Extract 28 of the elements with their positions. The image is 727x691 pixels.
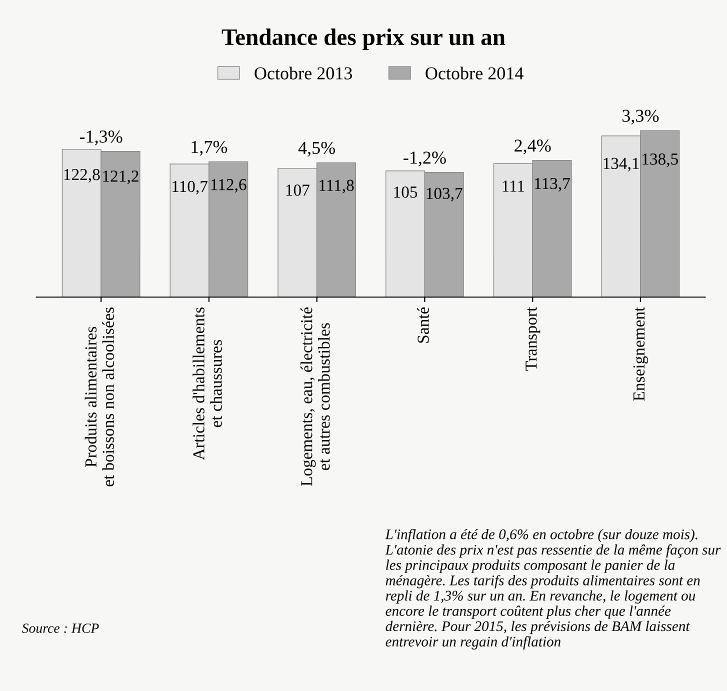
data-label: 134,1 bbox=[604, 158, 639, 172]
data-label: 138,5 bbox=[642, 153, 678, 168]
data-label: 103,7 bbox=[426, 188, 462, 202]
annotation: 1,7% bbox=[192, 140, 228, 156]
data-label: 110,7 bbox=[172, 180, 208, 195]
annotation: 3,3% bbox=[622, 110, 659, 124]
annotation: 4,5% bbox=[298, 142, 336, 157]
data-label: 111 bbox=[502, 180, 524, 192]
data-label: 111,8 bbox=[320, 180, 354, 194]
data-label: 105 bbox=[394, 186, 418, 198]
annotation: 2,4% bbox=[514, 140, 551, 154]
annotation: -1,2% bbox=[404, 152, 446, 166]
data-label: 107 bbox=[286, 184, 310, 196]
x-tick-label: Enseignement bbox=[633, 306, 648, 401]
legend-label: Octobre 2013 bbox=[254, 66, 352, 80]
x-tick-label: Produits alimentaires et boissons non alcoolisées bbox=[84, 307, 114, 486]
data-label: 122,8 bbox=[64, 168, 100, 183]
data-label: 112,6 bbox=[211, 179, 246, 193]
annotation: -1,3% bbox=[80, 130, 122, 146]
source-note: Source : HCP bbox=[22, 624, 99, 633]
x-tick-label: Articles d'habillements et chaussures bbox=[192, 307, 222, 460]
chart-title: Tendance des prix sur un an bbox=[222, 28, 506, 50]
x-tick-label: Transport bbox=[526, 306, 540, 371]
x-tick-label: Santé bbox=[417, 307, 429, 343]
legend-label: Octobre 2014 bbox=[426, 66, 524, 80]
data-label: 113,7 bbox=[535, 178, 570, 192]
text: L'inflation a été de 0,6% en octobre (sur douze mois). L'atonie des prix n'est pas ressentie de la même façon sur les principaux produits composant le panier de la ménagère. Les tarifs des produits alimentaires sont en repli de 1,3% sur un an. En revanche, le logement ou encore le transport coûtent plus cher que l'année dernière. Pour 2015, les prévisions de BAM laissent entrevoir un regain d'inflation bbox=[385, 528, 721, 650]
data-label: 121,2 bbox=[103, 170, 138, 184]
